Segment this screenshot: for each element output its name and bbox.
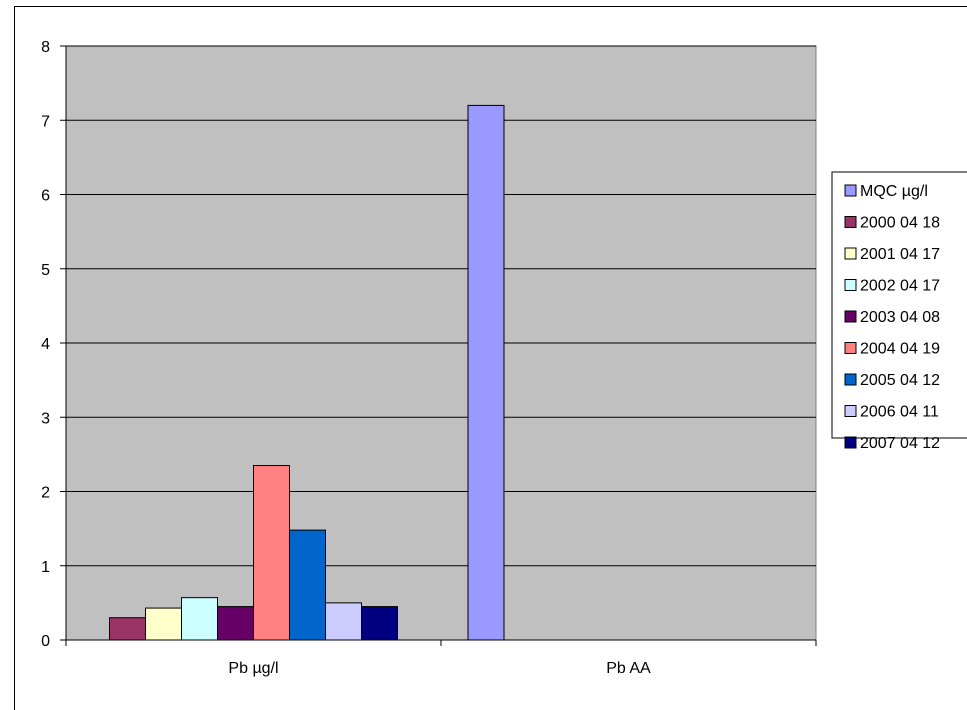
y-tick-label: 2 <box>41 485 50 502</box>
legend-label: MQC µg/l <box>860 183 928 200</box>
legend-label: 2006 04 11 <box>860 404 939 421</box>
legend-swatch <box>844 373 857 386</box>
legend-label: 2003 04 08 <box>860 309 940 326</box>
y-tick-label: 3 <box>41 410 50 427</box>
y-tick-label: 4 <box>41 336 50 353</box>
legend-swatch <box>844 279 857 291</box>
y-tick-label: 0 <box>41 633 50 650</box>
legend-label: 2005 04 12 <box>860 372 940 389</box>
y-tick-label: 6 <box>41 188 50 205</box>
chart-area <box>14 6 967 710</box>
legend-swatch <box>844 436 857 449</box>
bar <box>145 607 182 641</box>
bar <box>217 606 254 641</box>
legend-label: 2007 04 12 <box>860 435 940 452</box>
legend <box>831 171 967 439</box>
x-tick-label: Pb AA <box>606 660 651 677</box>
legend-label: 2000 04 18 <box>860 215 940 232</box>
legend-swatch <box>844 247 857 260</box>
y-tick-label: 8 <box>41 39 50 56</box>
bar <box>181 597 218 641</box>
legend-label: 2004 04 19 <box>860 341 940 358</box>
x-tick-label: Pb µg/l <box>228 660 278 677</box>
y-tick-label: 5 <box>41 262 50 279</box>
bar <box>325 602 362 641</box>
legend-swatch <box>844 216 857 228</box>
bar <box>253 465 290 641</box>
y-tick-label: 1 <box>41 559 50 576</box>
legend-swatch <box>844 184 857 197</box>
bar <box>289 529 326 641</box>
legend-swatch <box>844 342 857 354</box>
bar <box>467 104 505 641</box>
bar <box>109 617 146 641</box>
y-tick-label: 7 <box>41 113 50 130</box>
bar <box>361 606 398 641</box>
legend-label: 2001 04 17 <box>860 246 940 263</box>
legend-swatch <box>844 310 857 323</box>
legend-label: 2002 04 17 <box>860 278 940 295</box>
legend-swatch <box>844 405 857 417</box>
